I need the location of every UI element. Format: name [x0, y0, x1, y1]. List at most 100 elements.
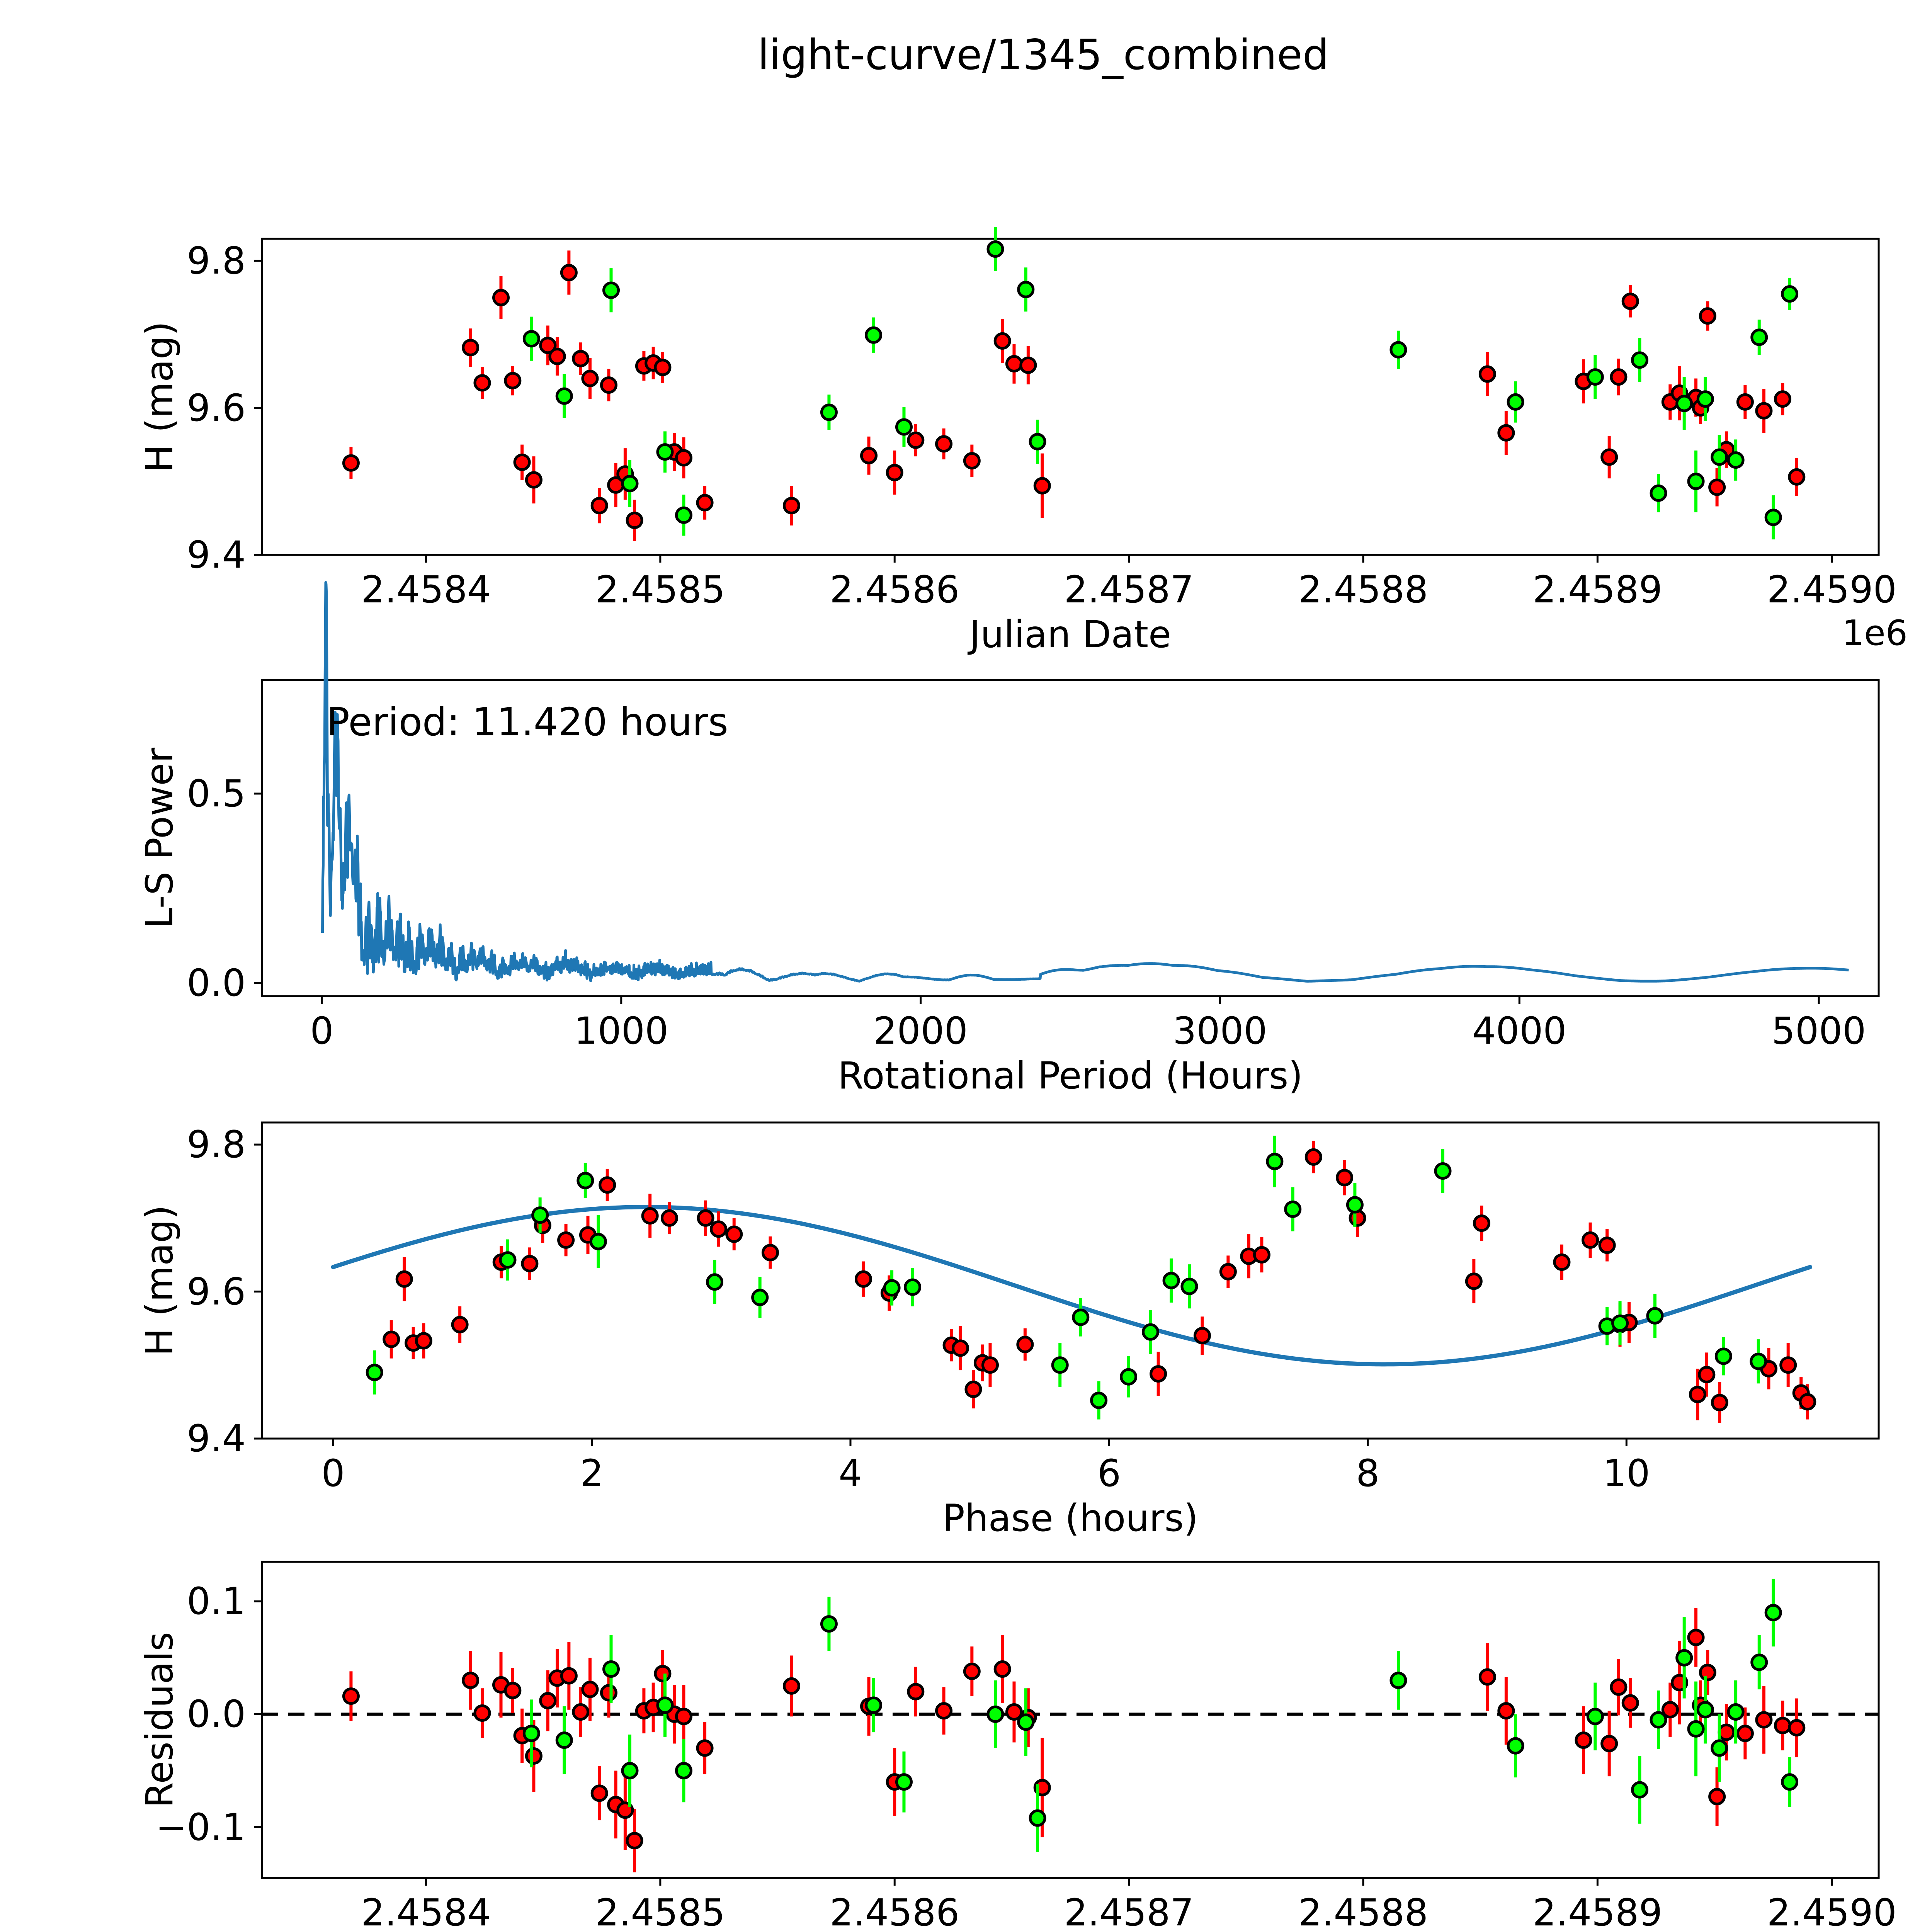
data-point-marker: [1193, 1327, 1211, 1345]
periodogram-trace: [321, 581, 1850, 983]
data-point-marker: [1708, 1788, 1726, 1806]
data-point-marker: [1774, 390, 1791, 408]
data-point-marker: [1621, 293, 1639, 310]
x-tick-label: 2.4589: [1532, 1891, 1663, 1932]
data-point-marker: [964, 1381, 982, 1398]
x-axis-label: Phase (hours): [942, 1497, 1198, 1540]
data-point-marker: [654, 1665, 672, 1682]
y-tick-label: −0.1: [155, 1805, 246, 1849]
data-point-marker: [1687, 1629, 1705, 1646]
x-tick-label: 2: [580, 1452, 604, 1495]
data-point-marker: [626, 1832, 643, 1850]
data-point-marker: [1718, 1723, 1735, 1741]
panel-phasefold: 0 2 4 6 8 10 9.4 9.6 9.8 Phase (hours) H (mag): [138, 1121, 1880, 1540]
data-point-marker: [1788, 1719, 1806, 1736]
data-point-marker: [1600, 448, 1618, 466]
data-point-marker: [935, 435, 953, 453]
x-tick-label: 2.4588: [1298, 568, 1428, 611]
panel-residuals: 2.4584 2.4585 2.4586 2.4587 2.4588 2.4589 2.45…: [138, 1561, 1897, 1932]
data-point-marker: [1478, 365, 1496, 383]
data-point-marker: [860, 447, 878, 464]
data-point-marker: [1582, 1231, 1599, 1249]
data-point-marker: [522, 1725, 540, 1742]
data-point-marker: [1711, 1739, 1728, 1757]
data-point-marker: [366, 1364, 383, 1381]
data-point-marker: [621, 1762, 639, 1779]
data-point-marker: [1755, 402, 1773, 420]
data-point-marker: [589, 1233, 607, 1250]
data-point-marker: [820, 1615, 838, 1633]
data-point-marker: [1598, 1236, 1616, 1254]
data-point-marker: [1750, 1653, 1768, 1671]
x-tick-label: 5000: [1771, 1009, 1866, 1053]
y-tick-label: 9.4: [187, 533, 246, 577]
data-point-marker: [1781, 1773, 1799, 1791]
data-point-marker: [963, 452, 981, 470]
x-axis-label: Rotational Period (Hours): [838, 1054, 1303, 1097]
data-point-marker: [654, 359, 672, 376]
data-point-marker: [560, 1667, 578, 1685]
data-point-marker: [1699, 307, 1716, 325]
x-tick-label: 2.4588: [1298, 1891, 1428, 1932]
data-point-marker: [986, 1705, 1004, 1723]
x-tick-label: 0: [310, 1009, 334, 1053]
data-point-marker: [886, 464, 903, 481]
data-point-marker: [621, 474, 639, 492]
series-red: [342, 250, 1806, 541]
data-point-marker: [1687, 1720, 1705, 1738]
data-point-marker: [1142, 1323, 1160, 1341]
data-point-marker: [577, 1172, 594, 1189]
series-green: [366, 1136, 1767, 1420]
data-point-marker: [1434, 1162, 1452, 1180]
data-point-marker: [1553, 1253, 1571, 1271]
data-point-marker: [1029, 433, 1046, 451]
data-point-marker: [951, 1339, 969, 1357]
data-point-marker: [883, 1279, 901, 1297]
data-point-marker: [1346, 1196, 1364, 1214]
data-point-marker: [499, 1251, 517, 1269]
data-point-marker: [895, 418, 913, 436]
period-annotation: Period: 11.420 hours: [326, 699, 728, 745]
x-axis-label: Julian Date: [969, 613, 1172, 656]
data-point-marker: [1284, 1200, 1302, 1218]
x-tick-label: 2.4584: [361, 568, 491, 611]
data-point-marker: [1180, 1277, 1198, 1295]
y-axis-label: H (mag): [138, 321, 181, 473]
x-tick-label: 2.4589: [1532, 568, 1663, 611]
data-point-marker: [1696, 1701, 1714, 1719]
data-point-marker: [660, 1209, 678, 1227]
data-point-marker: [675, 506, 692, 524]
data-point-marker: [1507, 393, 1524, 411]
data-point-marker: [513, 453, 531, 471]
data-point-marker: [1696, 390, 1714, 408]
x-tick-label: 4000: [1472, 1009, 1567, 1053]
data-point-marker: [1033, 477, 1051, 495]
data-point-marker: [525, 471, 543, 489]
y-tick-label: 0.5: [187, 772, 246, 815]
axes-frame: [261, 238, 1880, 556]
x-tick-label: 3000: [1173, 1009, 1267, 1053]
data-point-marker: [1689, 1386, 1706, 1403]
data-point-marker: [521, 1255, 539, 1272]
data-point-marker: [504, 1682, 522, 1699]
data-point-marker: [581, 369, 599, 387]
data-point-marker: [675, 1708, 692, 1725]
data-point-marker: [904, 1278, 922, 1296]
data-point-marker: [342, 1687, 360, 1705]
data-point-marker: [1788, 468, 1806, 486]
data-point-marker: [1497, 424, 1515, 442]
data-point-marker: [1507, 1737, 1524, 1755]
y-tick-label: 9.8: [187, 1123, 246, 1167]
y-tick-label: 9.4: [187, 1417, 246, 1460]
data-point-marker: [696, 494, 714, 512]
data-point-marker: [1473, 1214, 1490, 1232]
axes-frame: [261, 679, 1880, 997]
series-green: [522, 1578, 1799, 1852]
data-point-marker: [1465, 1272, 1483, 1290]
data-point-marker: [675, 1762, 692, 1779]
data-point-marker: [626, 512, 643, 529]
data-point-marker: [473, 374, 491, 392]
data-point-marker: [1714, 1347, 1732, 1365]
data-point-marker: [981, 1356, 999, 1374]
